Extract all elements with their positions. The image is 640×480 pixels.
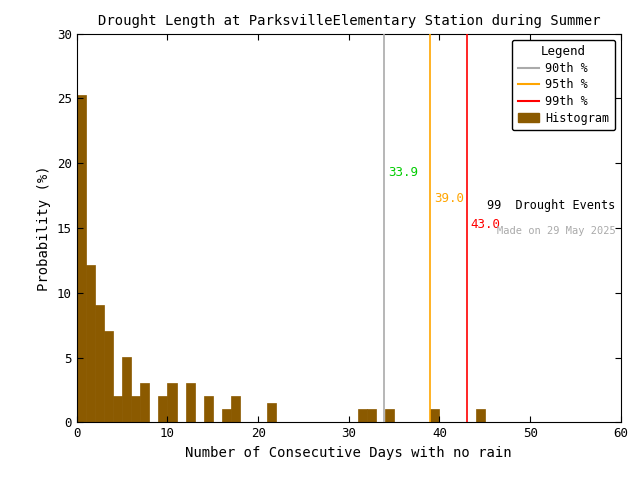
Text: Made on 29 May 2025: Made on 29 May 2025 <box>497 226 615 236</box>
Bar <box>86 265 95 422</box>
Text: 39.0: 39.0 <box>434 192 464 205</box>
Bar <box>358 409 367 422</box>
Bar <box>140 383 149 422</box>
Text: 99  Drought Events: 99 Drought Events <box>487 199 615 212</box>
Bar <box>186 383 195 422</box>
Bar <box>367 409 376 422</box>
Bar <box>158 396 168 422</box>
Bar <box>77 95 86 422</box>
Y-axis label: Probability (%): Probability (%) <box>37 165 51 291</box>
Bar <box>168 383 177 422</box>
Bar <box>476 409 485 422</box>
Title: Drought Length at ParksvilleElementary Station during Summer: Drought Length at ParksvilleElementary S… <box>97 14 600 28</box>
Bar <box>131 396 140 422</box>
Legend: 90th %, 95th %, 99th %, Histogram: 90th %, 95th %, 99th %, Histogram <box>512 39 615 131</box>
Bar <box>204 396 212 422</box>
Bar <box>385 409 394 422</box>
Bar <box>95 305 104 422</box>
Bar <box>122 357 131 422</box>
Bar <box>231 396 240 422</box>
Bar <box>430 409 440 422</box>
Text: 33.9: 33.9 <box>388 166 418 179</box>
Bar <box>222 409 231 422</box>
Bar <box>113 396 122 422</box>
Text: 43.0: 43.0 <box>470 218 500 231</box>
X-axis label: Number of Consecutive Days with no rain: Number of Consecutive Days with no rain <box>186 446 512 460</box>
Bar <box>104 331 113 422</box>
Bar <box>268 403 276 422</box>
